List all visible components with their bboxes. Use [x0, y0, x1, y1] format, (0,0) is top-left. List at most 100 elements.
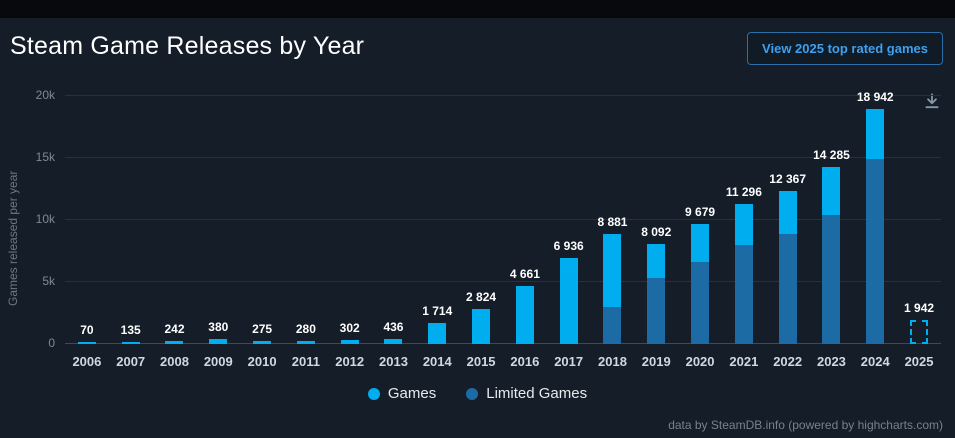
- y-tick-label: 10k: [35, 212, 55, 226]
- games-segment[interactable]: [603, 233, 622, 308]
- bar-value-label: 70: [80, 323, 94, 337]
- header: Steam Game Releases by Year View 2025 to…: [0, 18, 955, 76]
- bar-column-2022: 12 367: [766, 96, 810, 344]
- bar-value-label: 1 942: [904, 300, 935, 315]
- bar-column-2015: 2 824: [459, 96, 503, 344]
- games-segment[interactable]: [822, 166, 841, 216]
- bar-2014[interactable]: [428, 322, 447, 344]
- bar-column-2012: 302: [328, 96, 372, 344]
- bar-column-2007: 135: [109, 96, 153, 344]
- bar-value-label: 2 824: [466, 289, 497, 304]
- games-segment[interactable]: [472, 308, 491, 344]
- bar-value-label: 135: [120, 323, 141, 337]
- games-segment[interactable]: [866, 109, 885, 160]
- bar-2010[interactable]: [253, 340, 272, 344]
- bar-value-label: 275: [252, 321, 273, 336]
- bar-2023[interactable]: [822, 166, 841, 344]
- view-top-rated-button[interactable]: View 2025 top rated games: [747, 32, 943, 65]
- bar-2009[interactable]: [209, 339, 228, 344]
- limited-games-segment[interactable]: [691, 262, 710, 344]
- games-segment[interactable]: [515, 286, 534, 344]
- bar-column-2008: 242: [153, 96, 197, 344]
- bar-2006[interactable]: [77, 342, 96, 344]
- bar-2019[interactable]: [647, 243, 666, 344]
- bar-value-label: 380: [208, 320, 229, 335]
- page-title: Steam Game Releases by Year: [10, 32, 365, 60]
- bar-value-label: 9 679: [685, 204, 716, 219]
- x-tick-label-2015: 2015: [466, 354, 496, 369]
- legend-label-games: Games: [387, 385, 437, 402]
- bar-value-label: 242: [164, 322, 185, 336]
- games-segment[interactable]: [121, 342, 140, 344]
- games-segment[interactable]: [734, 203, 753, 245]
- gridline: [65, 281, 941, 282]
- chart-panel: Steam Game Releases by Year View 2025 to…: [0, 18, 955, 438]
- games-segment[interactable]: [77, 342, 96, 344]
- bar-value-label: 11 296: [725, 184, 762, 199]
- limited-games-segment[interactable]: [603, 307, 622, 344]
- legend-item-limited-games[interactable]: Limited Games: [466, 385, 587, 402]
- games-segment[interactable]: [296, 340, 315, 344]
- bar-column-2025: 1 942: [897, 96, 941, 344]
- legend-item-games[interactable]: Games: [367, 385, 437, 402]
- games-segment[interactable]: [253, 340, 272, 344]
- bar-column-2010: 275: [240, 96, 284, 344]
- bar-2007[interactable]: [121, 342, 140, 344]
- games-segment[interactable]: [209, 339, 228, 344]
- x-tick-label-2006: 2006: [72, 354, 102, 369]
- bar-2012[interactable]: [340, 340, 359, 344]
- bar-value-label: 4 661: [509, 267, 540, 282]
- bar-2011[interactable]: [296, 340, 315, 344]
- games-segment[interactable]: [559, 258, 578, 344]
- games-segment[interactable]: [691, 223, 710, 263]
- x-tick-label-2013: 2013: [379, 354, 408, 369]
- x-tick-label-2021: 2021: [729, 354, 759, 369]
- bar-2021[interactable]: [734, 203, 753, 344]
- limited-games-segment[interactable]: [734, 244, 753, 344]
- bar-column-2011: 280: [284, 96, 328, 344]
- browser-chrome-strip: [0, 0, 955, 18]
- x-tick-label-2012: 2012: [335, 354, 365, 369]
- limited-games-segment[interactable]: [866, 159, 885, 344]
- limited-games-segment[interactable]: [778, 233, 797, 344]
- x-tick-label-2017: 2017: [554, 354, 584, 369]
- games-segment[interactable]: [778, 190, 797, 234]
- bar-2025[interactable]: [910, 319, 929, 344]
- bar-value-label: 14 285: [813, 147, 850, 162]
- limited-games-segment[interactable]: [822, 215, 841, 344]
- bar-column-2024: 18 942: [853, 91, 897, 344]
- x-tick-label-2016: 2016: [510, 354, 540, 369]
- x-tick-label-2010: 2010: [247, 354, 277, 369]
- x-tick-label-2018: 2018: [598, 354, 627, 369]
- bar-column-2009: 380: [196, 96, 240, 344]
- bar-value-label: 8 881: [597, 214, 628, 229]
- limited-games-color-dot: [466, 387, 479, 400]
- limited-games-segment[interactable]: [647, 278, 666, 344]
- bar-2024[interactable]: [866, 109, 885, 344]
- bar-column-2023: 14 285: [810, 96, 854, 344]
- games-segment[interactable]: [428, 322, 447, 344]
- plot-area: 70 135 242 380 275 280 302 436 1 714 2 824 4 661 6 …: [36, 88, 941, 350]
- games-segment[interactable]: [165, 341, 184, 344]
- x-axis-line: [65, 343, 941, 344]
- bar-column-2006: 70: [65, 96, 109, 344]
- bar-2008[interactable]: [165, 341, 184, 344]
- bar-2022[interactable]: [778, 190, 797, 344]
- games-segment[interactable]: [340, 340, 359, 344]
- y-tick-label: 0: [48, 336, 55, 350]
- legend: Games Limited Games: [0, 385, 955, 402]
- bar-2013[interactable]: [384, 338, 403, 344]
- games-segment[interactable]: [647, 243, 666, 279]
- bar-2015[interactable]: [472, 308, 491, 344]
- gridline: [65, 95, 941, 96]
- chart-credits[interactable]: data by SteamDB.info (powered by highcha…: [668, 418, 943, 432]
- bar-2016[interactable]: [515, 286, 534, 344]
- bar-2020[interactable]: [691, 223, 710, 344]
- bar-2017[interactable]: [559, 258, 578, 344]
- gridline: [65, 157, 941, 158]
- games-segment[interactable]: [384, 338, 403, 344]
- bar-2018[interactable]: [603, 233, 622, 344]
- bar-column-2014: 1 714: [415, 96, 459, 344]
- bar-value-label: 8 092: [641, 224, 672, 239]
